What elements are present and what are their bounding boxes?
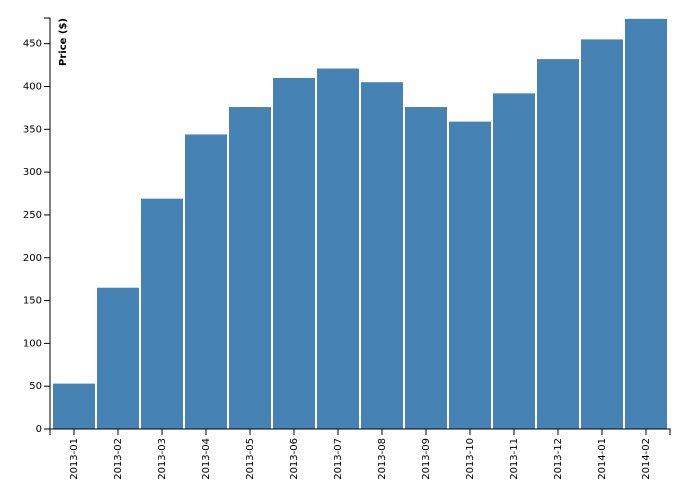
bar <box>141 198 183 429</box>
y-tick-label: 250 <box>23 210 42 221</box>
bar <box>97 287 139 429</box>
x-tick-label: 2013-06 <box>289 438 300 480</box>
y-tick-label: 200 <box>23 253 42 264</box>
bar <box>625 18 667 429</box>
bar <box>449 121 491 429</box>
x-tick-label: 2013-02 <box>113 438 124 480</box>
bar <box>537 59 579 429</box>
bar <box>229 107 271 430</box>
x-tick-label: 2013-09 <box>421 438 432 480</box>
bar <box>53 383 95 429</box>
bar <box>493 93 535 429</box>
bar <box>185 134 227 429</box>
x-tick-label: 2013-03 <box>157 438 168 480</box>
bar <box>361 82 403 429</box>
y-tick-label: 450 <box>23 39 42 50</box>
y-axis-label: Price ($) <box>58 18 69 66</box>
bar <box>405 107 447 430</box>
x-tick-label: 2014-01 <box>597 438 608 480</box>
y-tick-label: 0 <box>36 424 42 435</box>
x-tick-label: 2013-07 <box>333 438 344 480</box>
y-tick-label: 150 <box>23 296 42 307</box>
y-axis <box>44 17 51 430</box>
x-axis <box>49 428 671 435</box>
x-tick-label: 2013-04 <box>201 438 212 480</box>
y-tick-label: 300 <box>23 167 42 178</box>
x-tick-label: 2013-05 <box>245 438 256 480</box>
bar <box>581 39 623 429</box>
x-tick-label: 2013-12 <box>553 438 564 480</box>
bar <box>273 77 315 429</box>
y-tick-label: 50 <box>29 381 42 392</box>
x-tick-label: 2013-10 <box>465 438 476 480</box>
x-tick-label: 2013-08 <box>377 438 388 480</box>
x-tick-label: 2014-02 <box>641 438 652 480</box>
y-tick-label: 350 <box>23 124 42 135</box>
bar <box>317 68 359 430</box>
y-tick-label: 400 <box>23 82 42 93</box>
x-tick-label: 2013-11 <box>509 438 520 480</box>
x-tick-label: 2013-01 <box>69 438 80 480</box>
y-tick-label: 100 <box>23 338 42 349</box>
